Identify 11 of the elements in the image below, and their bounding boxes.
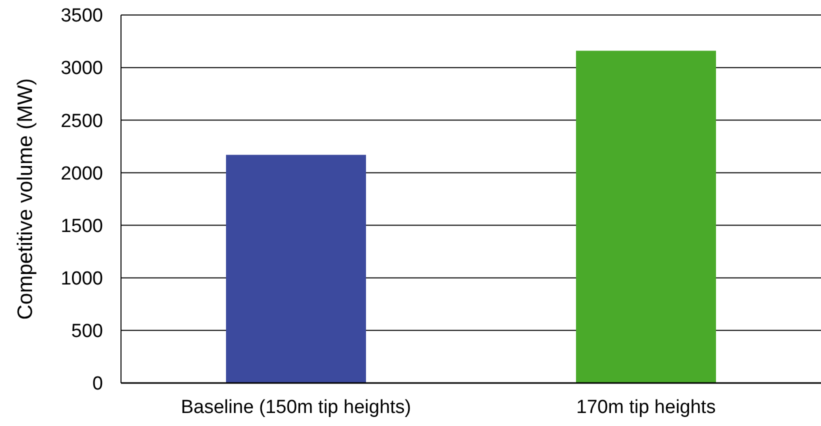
y-tick-label: 2500 — [60, 110, 103, 132]
y-tick-label: 0 — [92, 374, 103, 395]
y-tick-label: 3500 — [60, 6, 103, 27]
x-tick-label: Baseline (150m tip heights) — [180, 397, 412, 418]
y-tick-label: 2000 — [60, 163, 103, 184]
y-tick-label: 500 — [71, 321, 103, 342]
y-tick-label: 1000 — [60, 268, 103, 290]
y-axis-title: Competitive volume (MW) — [14, 78, 37, 320]
y-tick-label: 3000 — [60, 58, 103, 80]
y-tick-label: 1500 — [60, 216, 103, 237]
x-tick-label: 170m tip heights — [576, 397, 716, 418]
